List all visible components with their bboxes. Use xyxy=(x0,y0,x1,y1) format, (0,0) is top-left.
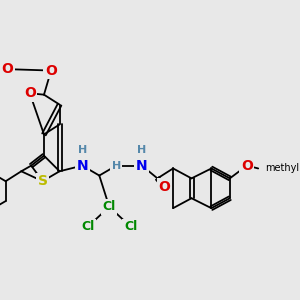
Text: H: H xyxy=(112,160,121,171)
Text: N: N xyxy=(136,159,148,172)
Text: S: S xyxy=(38,174,48,188)
Text: O: O xyxy=(45,64,57,78)
Text: N: N xyxy=(76,159,88,172)
Text: O: O xyxy=(159,180,170,194)
Text: Cl: Cl xyxy=(103,200,116,213)
Text: H: H xyxy=(137,145,146,155)
Text: H: H xyxy=(78,145,87,155)
Text: O: O xyxy=(241,159,253,172)
Text: Cl: Cl xyxy=(124,220,137,233)
Text: O: O xyxy=(1,62,13,76)
Text: methyl: methyl xyxy=(265,164,299,173)
Text: O: O xyxy=(24,86,36,100)
Text: Cl: Cl xyxy=(81,220,94,233)
